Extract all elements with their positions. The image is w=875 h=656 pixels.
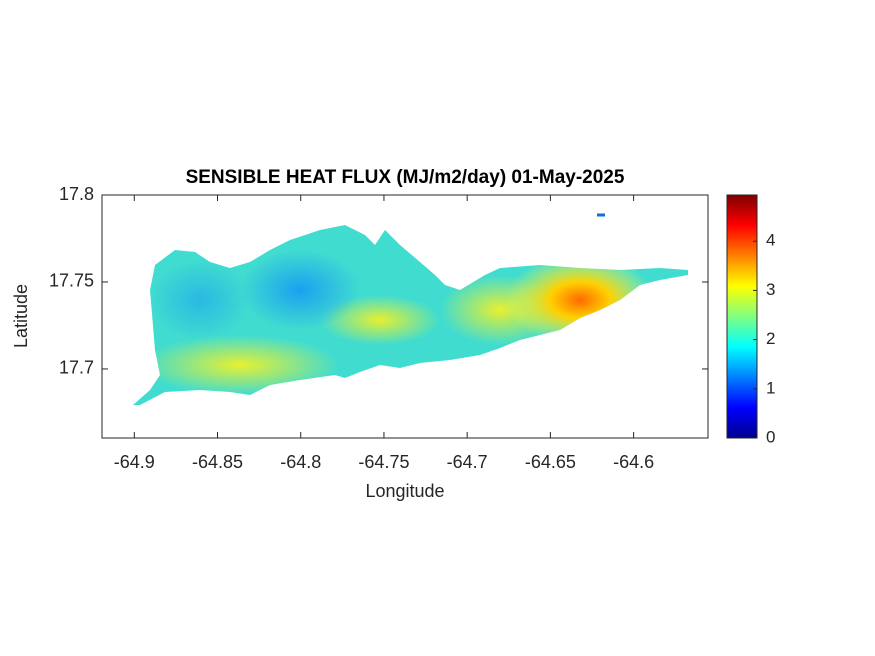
x-tick-label: -64.7 xyxy=(447,452,488,472)
x-tick-label: -64.8 xyxy=(280,452,321,472)
colorbar-tick-label: 0 xyxy=(766,427,775,446)
colorbar-tick-label: 1 xyxy=(766,378,775,397)
colorbar xyxy=(726,194,758,439)
x-tick-label: -64.6 xyxy=(613,452,654,472)
colorbar-tick-label: 2 xyxy=(766,329,775,348)
y-tick-label: 17.75 xyxy=(49,271,94,291)
x-tick-label: -64.9 xyxy=(114,452,155,472)
y-tick-label: 17.8 xyxy=(59,184,94,204)
x-tick-label: -64.85 xyxy=(192,452,243,472)
y-tick-label: 17.7 xyxy=(59,358,94,378)
x-axis-label: Longitude xyxy=(365,481,444,501)
colorbar-tick-label: 4 xyxy=(766,231,775,250)
chart-title: SENSIBLE HEAT FLUX (MJ/m2/day) 01-May-20… xyxy=(186,167,625,188)
y-axis-label: Latitude xyxy=(11,284,31,348)
x-tick-label: -64.65 xyxy=(525,452,576,472)
x-tick-label: -64.75 xyxy=(358,452,409,472)
colorbar-tick-label: 3 xyxy=(766,280,775,299)
